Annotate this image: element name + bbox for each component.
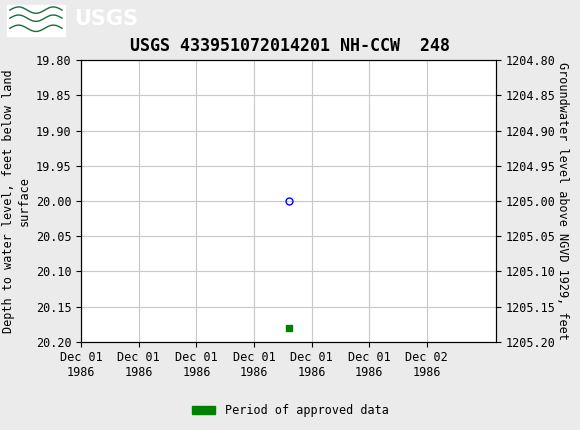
Y-axis label: Groundwater level above NGVD 1929, feet: Groundwater level above NGVD 1929, feet: [556, 62, 570, 340]
Y-axis label: Depth to water level, feet below land
surface: Depth to water level, feet below land su…: [2, 69, 30, 333]
Bar: [7, 5, 65, 36]
Text: USGS 433951072014201 NH-CCW  248: USGS 433951072014201 NH-CCW 248: [130, 37, 450, 55]
Text: USGS: USGS: [74, 9, 137, 29]
Legend: Period of approved data: Period of approved data: [187, 399, 393, 422]
